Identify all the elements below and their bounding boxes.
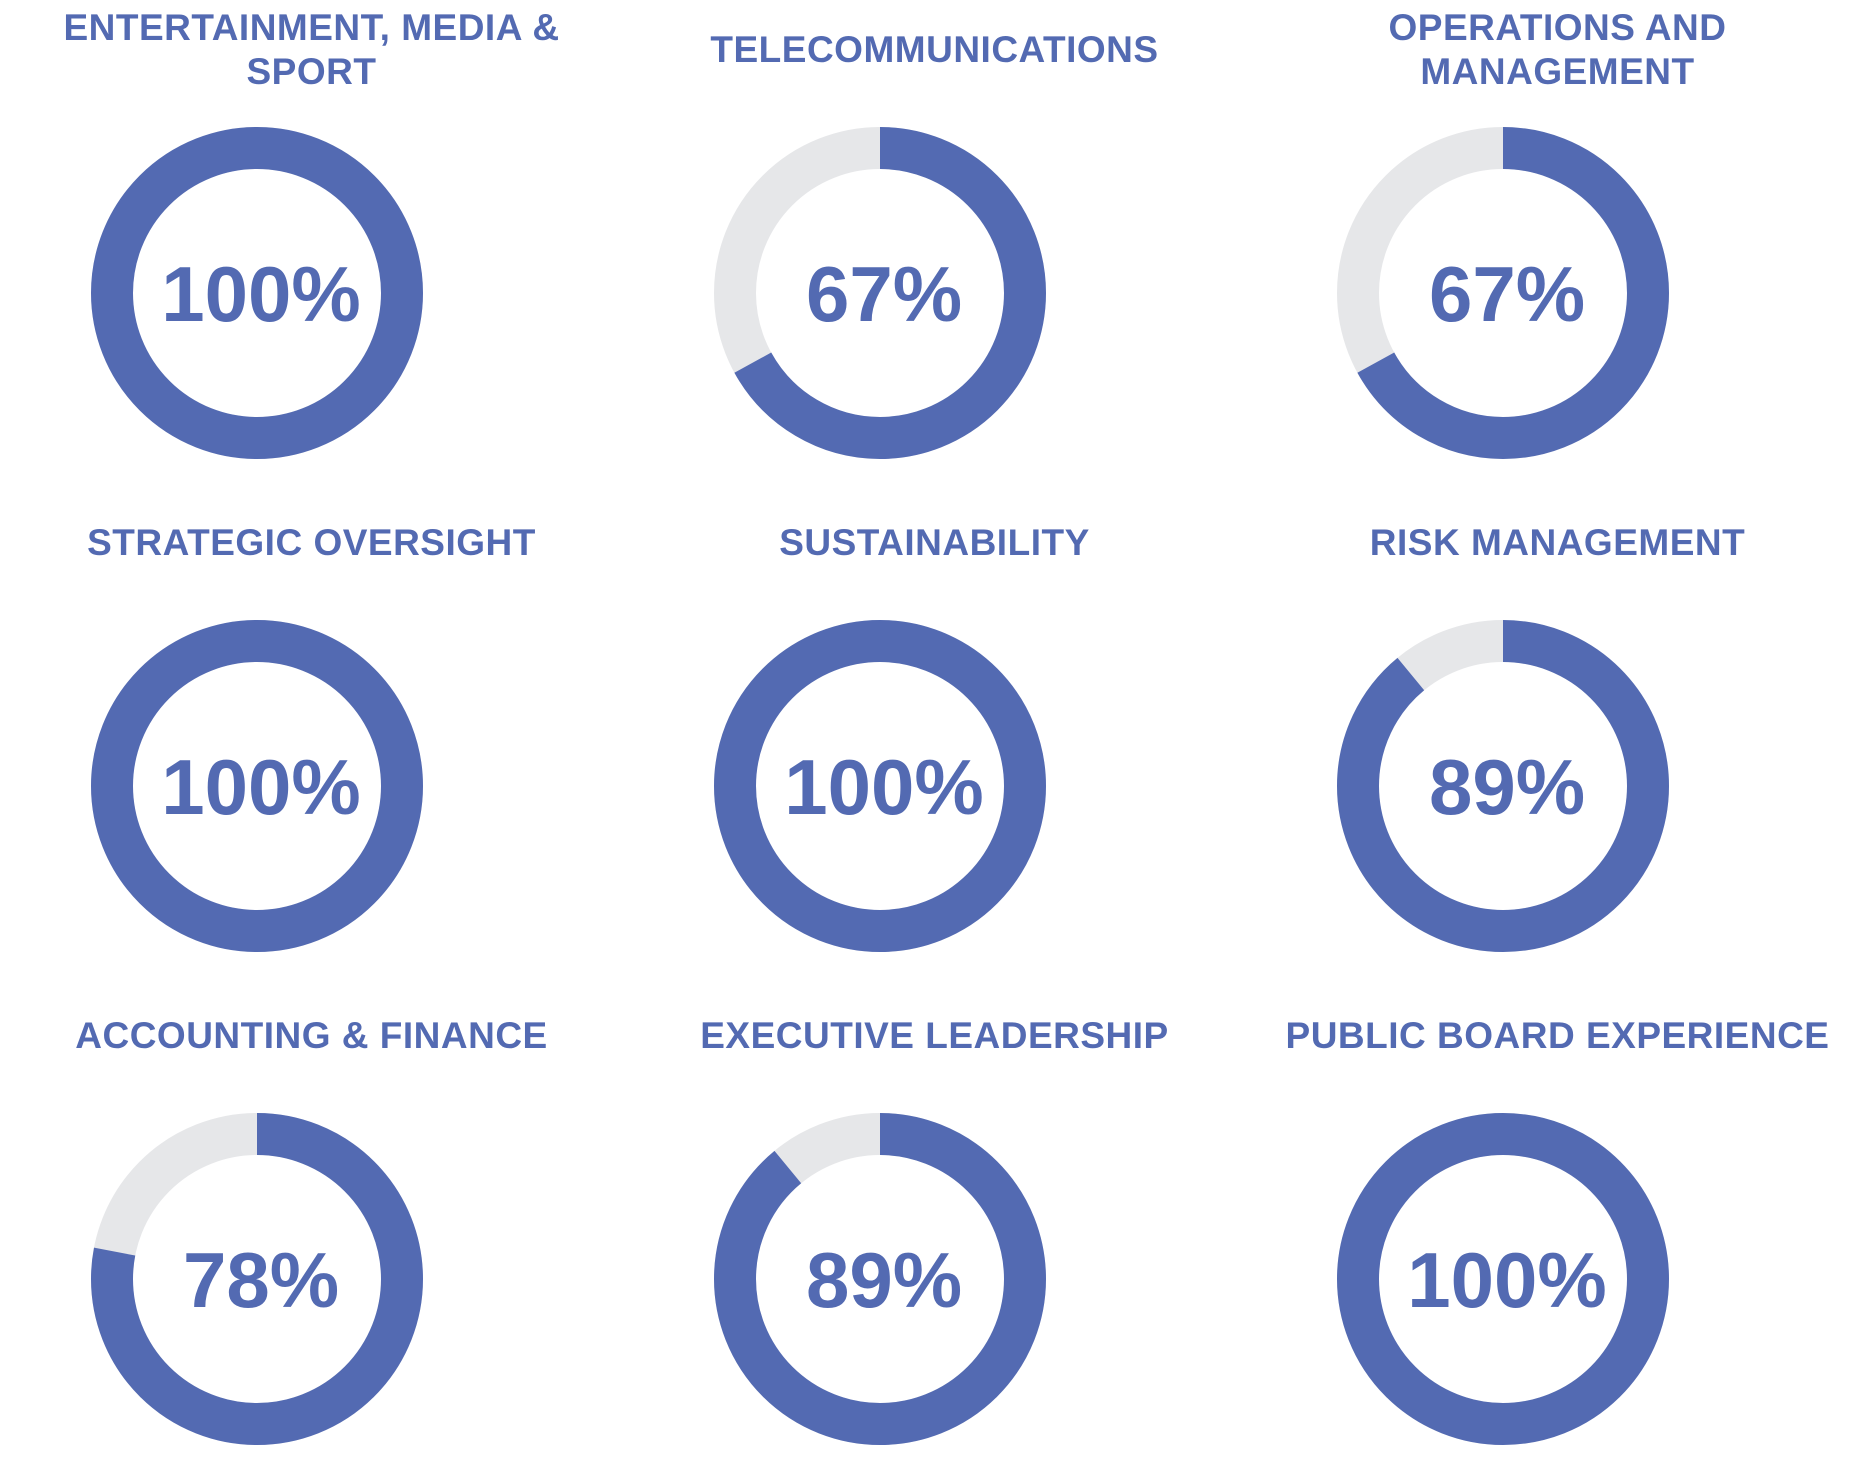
panel-title: STRATEGIC OVERSIGHT bbox=[87, 522, 536, 563]
donut-value-arc bbox=[1337, 620, 1669, 952]
panel-title: ACCOUNTING & FINANCE bbox=[75, 1015, 548, 1056]
donut-panel: EXECUTIVE LEADERSHIP 89% bbox=[623, 986, 1246, 1479]
donut-chart: 100% bbox=[1337, 1113, 1669, 1445]
donut-value-label: 100% bbox=[161, 250, 361, 338]
donut-value-label: 100% bbox=[784, 743, 984, 831]
donut-panel: ENTERTAINMENT, MEDIA & SPORT 100% bbox=[0, 0, 623, 493]
donut-chart: 100% bbox=[91, 620, 423, 952]
panel-title: SUSTAINABILITY bbox=[779, 522, 1090, 563]
donut-chart: 89% bbox=[1337, 620, 1669, 952]
donut-value-label: 89% bbox=[1429, 743, 1585, 831]
donut-chart: 67% bbox=[1337, 127, 1669, 459]
donut-value-label: 89% bbox=[806, 1236, 962, 1324]
donut-panel: STRATEGIC OVERSIGHT 100% bbox=[0, 493, 623, 986]
donut-value-label: 100% bbox=[161, 743, 361, 831]
donut-value-label: 67% bbox=[806, 250, 962, 338]
donut-panel: PUBLIC BOARD EXPERIENCE 100% bbox=[1246, 986, 1869, 1479]
panel-title: TELECOMMUNICATIONS bbox=[710, 29, 1159, 70]
panel-title: RISK MANAGEMENT bbox=[1369, 522, 1746, 563]
donut-value-arc bbox=[714, 620, 1046, 952]
donut-value-arc bbox=[91, 620, 423, 952]
donut-panel: TELECOMMUNICATIONS 67% bbox=[623, 0, 1246, 493]
donut-value-label: 67% bbox=[1429, 250, 1585, 338]
panel-title: ENTERTAINMENT, MEDIA & SPORT bbox=[63, 7, 560, 92]
donut-value-arc bbox=[714, 1113, 1046, 1445]
donut-value-arc bbox=[714, 127, 1046, 459]
donut-panel: OPERATIONS AND MANAGEMENT 67% bbox=[1246, 0, 1869, 493]
donut-panel: SUSTAINABILITY 100% bbox=[623, 493, 1246, 986]
donut-value-arc bbox=[1337, 1113, 1669, 1445]
donut-chart: 67% bbox=[714, 127, 1046, 459]
donut-chart: 89% bbox=[714, 1113, 1046, 1445]
donut-panel: ACCOUNTING & FINANCE 78% bbox=[0, 986, 623, 1479]
donut-chart: 78% bbox=[91, 1113, 423, 1445]
donut-value-label: 100% bbox=[1407, 1236, 1607, 1324]
donut-value-label: 78% bbox=[183, 1236, 339, 1324]
donut-value-arc bbox=[91, 1113, 423, 1445]
panel-title: OPERATIONS AND MANAGEMENT bbox=[1388, 7, 1727, 92]
panel-title: PUBLIC BOARD EXPERIENCE bbox=[1285, 1015, 1830, 1056]
donut-value-arc bbox=[1337, 127, 1669, 459]
donut-value-arc bbox=[91, 127, 423, 459]
donut-chart: 100% bbox=[91, 127, 423, 459]
donut-chart: 100% bbox=[714, 620, 1046, 952]
donut-panel: RISK MANAGEMENT 89% bbox=[1246, 493, 1869, 986]
panel-title: EXECUTIVE LEADERSHIP bbox=[700, 1015, 1169, 1056]
